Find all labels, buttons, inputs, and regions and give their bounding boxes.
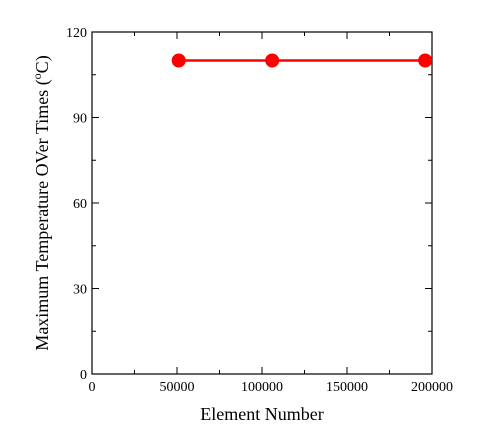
series (171, 53, 433, 68)
y-tick-label: 120 (66, 26, 87, 41)
plot-frame (91, 31, 433, 375)
y-axis-label-superscript: o (30, 73, 44, 79)
y-tick-label: 60 (73, 197, 87, 212)
x-tick-label: 100000 (241, 380, 283, 395)
y-axis-label-main: Maximum Temperature OVer Times ( (32, 79, 53, 350)
tick-labels: 0 50000 100000 150000 200000 0 30 60 90 120 (66, 26, 453, 395)
y-tick-label: 90 (73, 112, 87, 127)
ticks (91, 31, 433, 375)
x-axis-label: Element Number (200, 404, 323, 424)
y-axis-label: Maximum Temperature OVer Times (oC) (30, 55, 53, 350)
y-tick-label: 0 (80, 368, 87, 383)
data-point (171, 53, 186, 68)
data-point (418, 53, 433, 68)
x-tick-label: 50000 (160, 380, 195, 395)
x-tick-label: 200000 (411, 380, 453, 395)
y-tick-label: 30 (73, 283, 87, 298)
x-tick-label: 0 (89, 380, 96, 395)
data-point (265, 53, 280, 68)
x-tick-label: 150000 (326, 380, 368, 395)
y-axis-label-unit: C) (32, 55, 53, 73)
